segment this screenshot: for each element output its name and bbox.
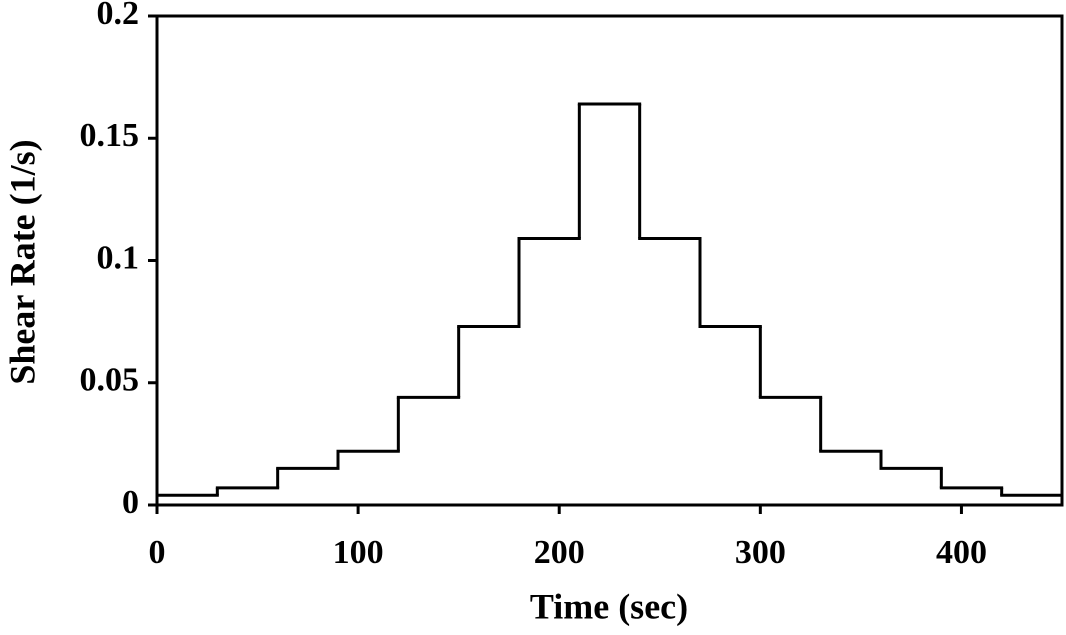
y-axis-title: Shear Rate (1/s) bbox=[2, 139, 42, 384]
x-tick-label: 300 bbox=[735, 534, 786, 571]
y-tick-label: 0.05 bbox=[80, 362, 140, 399]
x-axis-title: Time (sec) bbox=[530, 586, 688, 626]
y-tick-label: 0.2 bbox=[97, 0, 140, 32]
y-tick-label: 0.1 bbox=[97, 239, 140, 276]
plot-frame bbox=[155, 14, 1064, 507]
x-tick-label: 200 bbox=[534, 534, 585, 571]
y-tick-label: 0 bbox=[122, 484, 139, 521]
x-tick-label: 100 bbox=[333, 534, 384, 571]
x-tick-label: 0 bbox=[149, 534, 166, 571]
y-tick-label: 0.15 bbox=[80, 117, 140, 154]
x-tick-label: 400 bbox=[936, 534, 987, 571]
